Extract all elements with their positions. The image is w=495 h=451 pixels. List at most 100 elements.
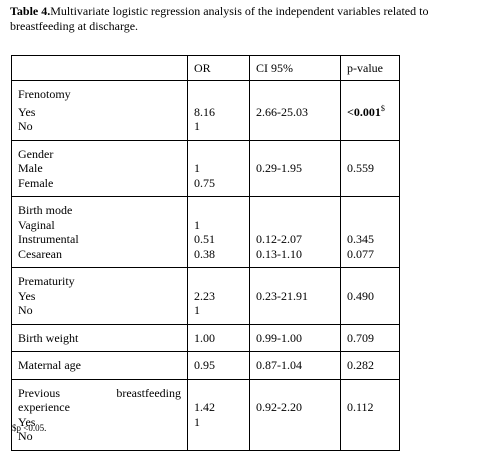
ci-cell xyxy=(249,80,341,102)
or-cell: 0.75 xyxy=(187,175,250,197)
ci-cell: 0.92-2.20 xyxy=(249,379,341,415)
ci-cell: 2.66-25.03 xyxy=(249,101,341,119)
ci-cell: 0.29-1.95 xyxy=(249,161,341,176)
label-text: No xyxy=(18,429,33,443)
row-group: Prematurity Yes 2.23 0.23-21.91 0.490 No 1 xyxy=(11,267,400,324)
header-cell: OR xyxy=(187,55,250,81)
or-value: 1.42 xyxy=(194,400,215,414)
table-row: Female 0.75 xyxy=(11,175,400,197)
ci-cell xyxy=(249,414,341,429)
table-row: Male 1 0.29-1.95 0.559 xyxy=(11,161,400,176)
footnote: $p <0.05. xyxy=(12,423,47,433)
ci-value: 0.23-21.91 xyxy=(256,288,308,303)
table-row: Cesarean 0.38 0.13-1.10 0.077 xyxy=(11,246,400,268)
or-cell: 1 xyxy=(187,303,250,324)
label-text: Birth mode xyxy=(18,203,73,217)
or-value: 0.51 xyxy=(194,232,215,246)
table-row: Previous breastfeeding experience 1.42 0.9… xyxy=(11,379,400,415)
ci-cell: 0.87-1.04 xyxy=(249,351,341,379)
or-value: 2.23 xyxy=(194,288,215,303)
or-cell xyxy=(187,429,250,450)
table-row: Yes 2.23 0.23-21.91 0.490 xyxy=(11,288,400,303)
p-cell: 0.709 xyxy=(340,324,400,352)
p-value: 0.490 xyxy=(347,288,374,303)
ci-cell xyxy=(249,140,341,161)
header-cell: p-value xyxy=(340,55,400,81)
caption: Table 4.Multivariate logistic regression… xyxy=(10,4,490,34)
label-text: Male xyxy=(18,161,43,175)
p-value: 0.282 xyxy=(347,358,374,372)
p-value: 0.112 xyxy=(347,400,374,414)
label-text: Female xyxy=(18,175,54,190)
row-label: No xyxy=(11,119,188,140)
label-text: Birth weight xyxy=(18,330,79,345)
row-label: Female xyxy=(11,175,188,197)
or-value: 0.38 xyxy=(194,246,215,261)
p-cell xyxy=(340,217,400,232)
label-text: Gender xyxy=(18,146,54,161)
p-cell xyxy=(340,303,400,324)
p-cell: 0.559 xyxy=(340,161,400,176)
or-cell: 1 xyxy=(187,161,250,176)
label-text: Prematurity xyxy=(18,274,75,288)
row-label: Cesarean xyxy=(11,246,188,268)
row-label: Yes xyxy=(11,101,188,119)
row-label: Gender xyxy=(11,140,188,161)
label-text: Maternal age xyxy=(18,358,81,372)
label-text: Frenotomy xyxy=(18,87,71,101)
or-value: 1.00 xyxy=(194,330,215,345)
ci-cell xyxy=(249,175,341,197)
or-cell: 1 xyxy=(187,119,250,140)
label-text: No xyxy=(18,119,33,133)
row-label: Maternal age xyxy=(11,351,188,379)
table-row: Yes 1 xyxy=(11,414,400,429)
row-label: Birth mode xyxy=(11,196,188,218)
label-text: Cesarean xyxy=(18,246,62,261)
table-row: Instrumental 0.51 0.12-2.07 0.345 xyxy=(11,232,400,247)
table-row: Birth mode xyxy=(11,196,400,218)
ci-cell: 0.99-1.00 xyxy=(249,324,341,352)
row-label: Instrumental xyxy=(11,232,188,247)
or-value: 1 xyxy=(194,303,200,317)
row-label: Birth weight xyxy=(11,324,188,352)
or-value: 1 xyxy=(194,119,200,133)
p-value: 0.345 xyxy=(347,232,374,246)
p-cell xyxy=(340,80,400,102)
table-row: Yes 8.16 2.66-25.03 <0.001$ xyxy=(11,101,400,119)
or-value: 0.95 xyxy=(194,358,215,372)
table-row: Vaginal 1 xyxy=(11,217,400,232)
p-cell: 0.345 xyxy=(340,232,400,247)
or-value: 0.75 xyxy=(194,175,215,190)
or-cell xyxy=(187,267,250,289)
label-text: Previous breastfeeding experience xyxy=(18,385,181,415)
or-value: 1 xyxy=(194,161,200,175)
ci-cell xyxy=(249,303,341,324)
header-cell: CI 95% xyxy=(249,55,341,81)
label-text: Yes xyxy=(18,414,36,429)
row-group: Gender Male 1 0.29-1.95 0.559 Female 0.75 xyxy=(11,140,400,197)
row-label: Frenotomy xyxy=(11,80,188,102)
ci-cell xyxy=(249,217,341,232)
p-value: <0.001 xyxy=(347,104,381,119)
table-row: Maternal age 0.95 0.87-1.04 0.282 xyxy=(11,351,400,379)
ci-value: 0.12-2.07 xyxy=(256,232,302,246)
ci-value: 2.66-25.03 xyxy=(256,104,308,119)
ci-value: 0.29-1.95 xyxy=(256,161,302,175)
or-value: 1 xyxy=(194,217,200,232)
p-value: 0.077 xyxy=(347,246,374,261)
ci-value: 0.99-1.00 xyxy=(256,330,302,345)
table-row: No xyxy=(11,429,400,450)
or-cell: 0.95 xyxy=(187,351,250,379)
or-cell: 2.23 xyxy=(187,288,250,303)
ci-value: 0.92-2.20 xyxy=(256,400,302,414)
table-row: No 1 xyxy=(11,303,400,324)
table-row: Frenotomy xyxy=(11,80,400,102)
p-cell xyxy=(340,267,400,289)
ci-value: 0.13-1.10 xyxy=(256,246,302,261)
label-text: Yes xyxy=(18,104,36,119)
or-cell: 1 xyxy=(187,414,250,429)
or-cell xyxy=(187,80,250,102)
or-value: 1 xyxy=(194,414,200,429)
p-value: 0.709 xyxy=(347,330,374,345)
row-label: Yes xyxy=(11,288,188,303)
